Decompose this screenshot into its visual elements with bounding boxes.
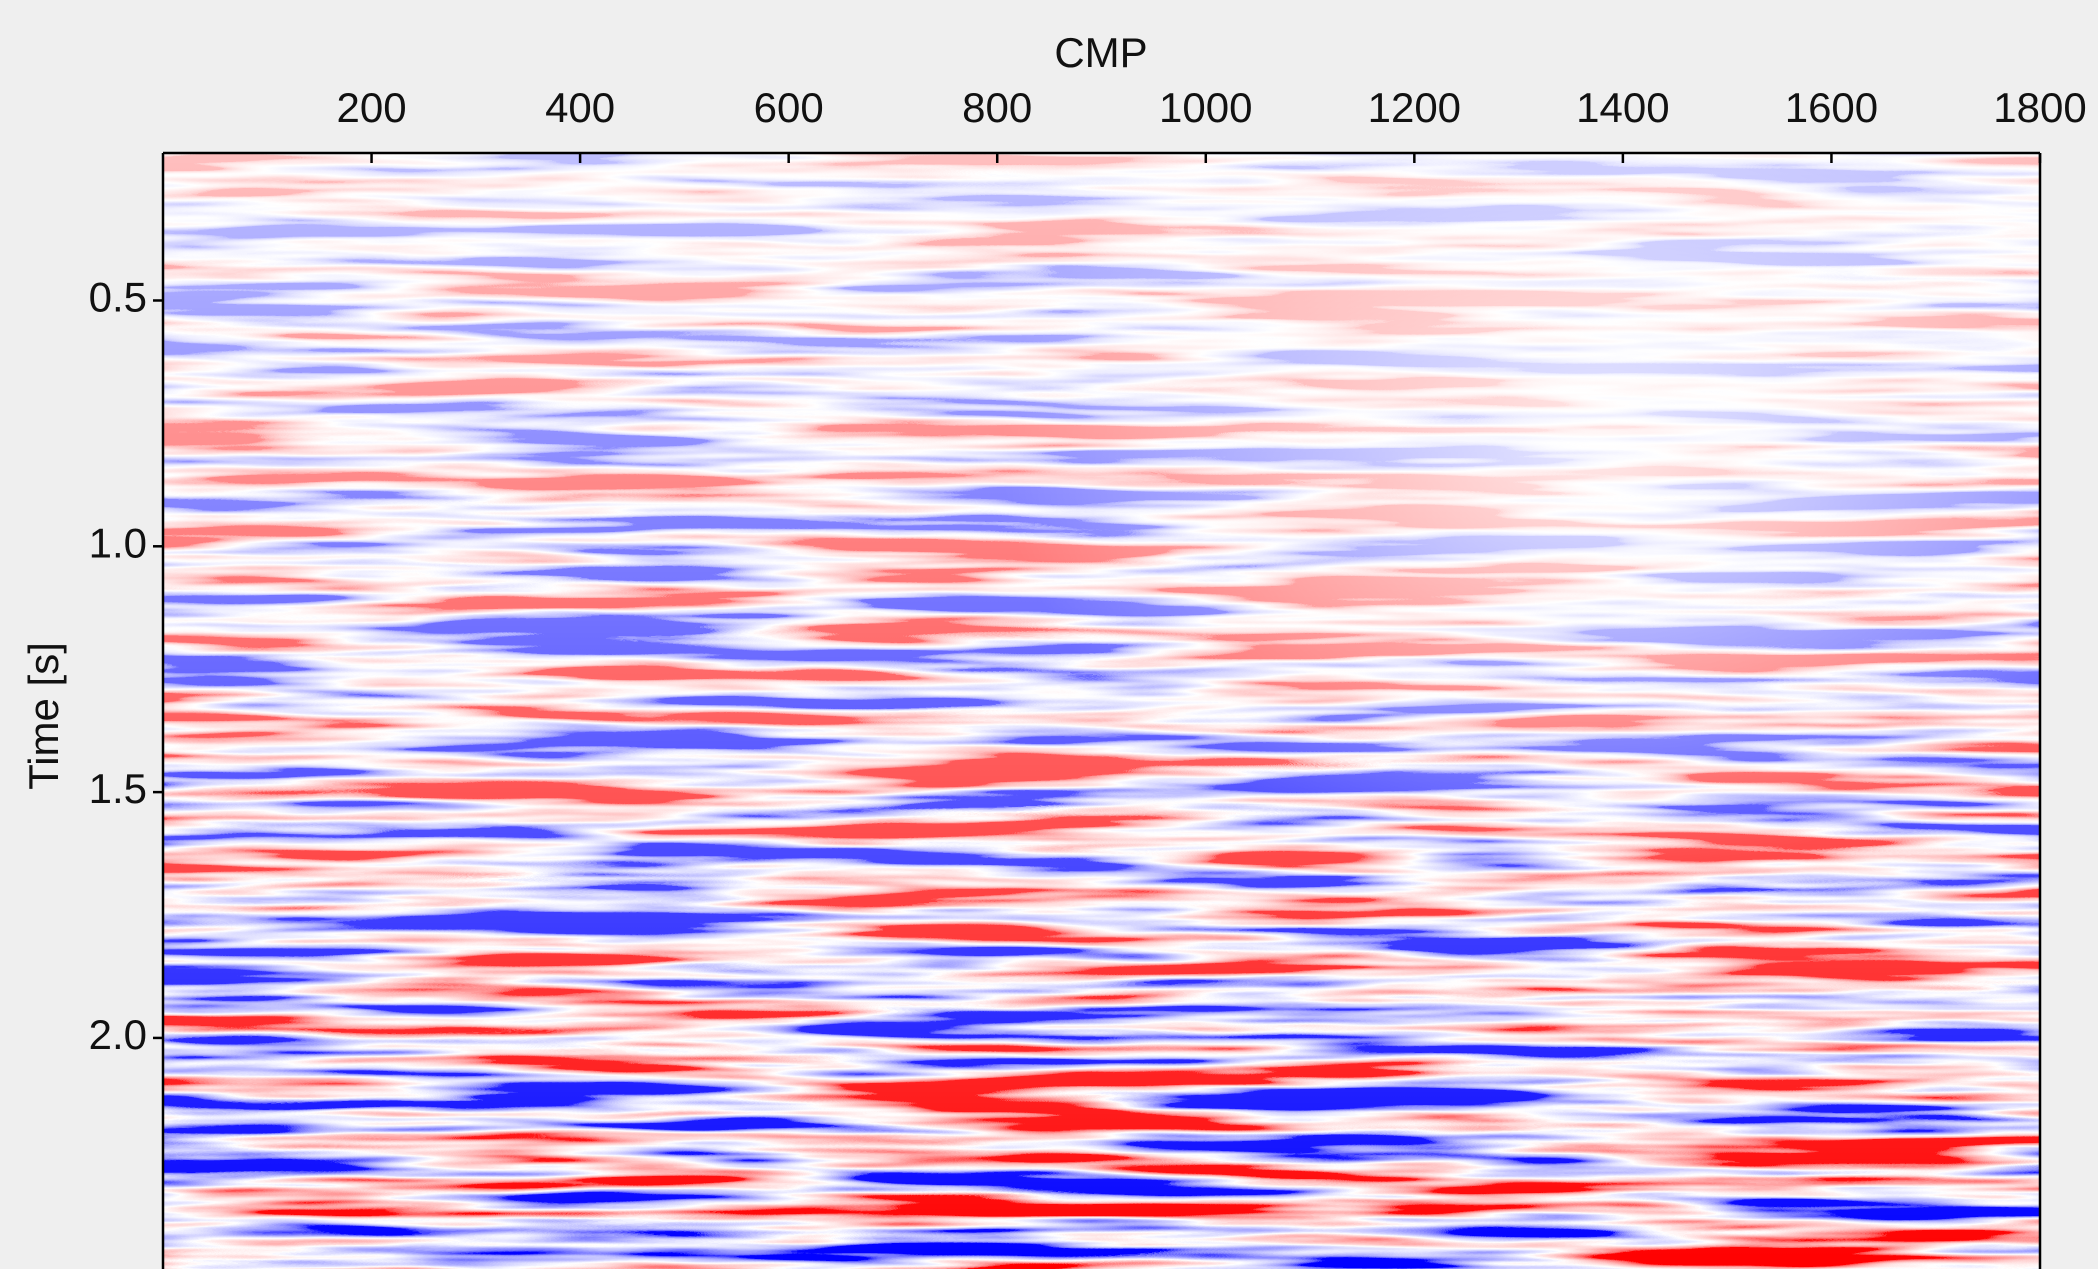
x-tick-label: 1400 xyxy=(1576,84,1669,131)
x-tick-label: 1000 xyxy=(1159,84,1252,131)
x-tick-label: 1600 xyxy=(1785,84,1878,131)
y-tick-label: 0.5 xyxy=(89,274,147,321)
y-tick-label: 1.0 xyxy=(89,519,147,566)
y-tick-label: 2.0 xyxy=(89,1011,147,1058)
x-tick-label: 800 xyxy=(962,84,1032,131)
x-tick-label: 1800 xyxy=(1993,84,2086,131)
x-tick-label: 400 xyxy=(545,84,615,131)
quiet-zone xyxy=(1000,153,2040,870)
x-axis-label: CMP xyxy=(1054,29,1147,76)
seismic-image xyxy=(163,153,2040,1269)
x-tick-label: 600 xyxy=(754,84,824,131)
y-axis-label: Time [s] xyxy=(20,642,67,790)
x-tick-label: 200 xyxy=(337,84,407,131)
x-tick-label: 1200 xyxy=(1368,84,1461,131)
y-tick-label: 1.5 xyxy=(89,765,147,812)
